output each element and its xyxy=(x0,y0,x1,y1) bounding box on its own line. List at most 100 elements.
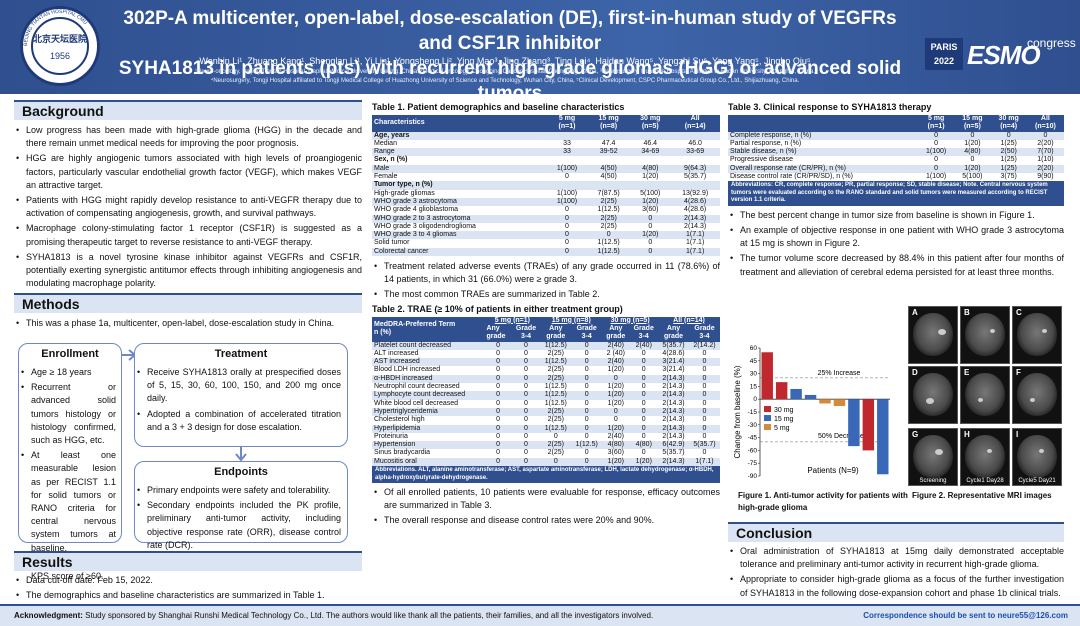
table1-cell: 2(14.3) xyxy=(684,222,707,230)
y-tick-label: 15 xyxy=(750,383,758,390)
table3-cell: 1(20) xyxy=(964,139,981,147)
table1-cell: 4(50) xyxy=(600,173,617,181)
table2-cell: 0 xyxy=(484,457,512,466)
results-list: Data cut-off date: Feb 15, 2022. The dem… xyxy=(14,574,362,603)
table3-caption: Table 3. Clinical response to SYHA1813 t… xyxy=(728,102,932,112)
table3-cell: 3(75) xyxy=(1000,173,1017,181)
bar xyxy=(819,399,831,404)
table2-cell: 0 xyxy=(602,407,630,417)
table3-cell: 2(20) xyxy=(1026,164,1064,174)
logo-ring-text: BEIJING TIANTAN HOSPITAL CMU xyxy=(23,9,88,46)
treatment-item: Adopted a combination of accelerated tit… xyxy=(135,408,341,434)
table2-cell: 1(20) xyxy=(607,366,624,374)
mri-panel-label: B xyxy=(964,308,970,317)
table1-header-cell: All (n=14) xyxy=(670,115,720,132)
table2-cell: 0 xyxy=(524,383,528,391)
mri-panel-label: I xyxy=(1016,430,1019,439)
treatment-item: Receive SYHA1813 orally at prespecified … xyxy=(135,366,341,406)
enrollment-item: Age ≥ 18 years xyxy=(19,366,116,379)
table2-row: ALT increased 0 0 2(25) 0 2 (40) 0 4(28.6) 0 xyxy=(372,350,720,358)
lesion-marker xyxy=(977,397,983,402)
table2-cell: 0 xyxy=(524,366,528,374)
table1-row: WHO grade 3 astrocytoma 1(100) 2(25) 1(20) 4… xyxy=(372,197,720,207)
congress-year: 2022 xyxy=(933,56,955,66)
esmo-brand: ESMO xyxy=(967,40,1041,70)
table1-cell: 0 xyxy=(630,214,671,223)
table2-cell: 2(14.3) xyxy=(658,424,689,433)
logo-name: 北京天坛医院 xyxy=(33,33,88,44)
table3-cell: Progressive disease xyxy=(730,156,794,164)
table3-header-cell xyxy=(728,115,918,132)
bar xyxy=(877,399,889,475)
table2-cell: 2(14.3) xyxy=(658,457,689,466)
annotation-decrease: 50% Decrease xyxy=(818,433,864,440)
table3-cell: Complete response, n (%) xyxy=(728,131,918,140)
table2-cell: 1(20) xyxy=(629,457,659,466)
table1-cell: Colorectal cancer xyxy=(372,247,547,257)
conclusion-item: Oral administration of SYHA1813 at 15mg … xyxy=(728,545,1064,571)
table2-cell: 0 xyxy=(629,407,659,417)
bar xyxy=(761,352,773,400)
table2-cell: 1(12.5) xyxy=(544,399,567,407)
table2-cell: 0 xyxy=(641,399,646,407)
table1-row: Age, years xyxy=(372,131,720,140)
table2-cell: 0 xyxy=(629,374,659,384)
table2-cell: 0 xyxy=(484,391,512,400)
enrollment-item: Recurrent or advanced solid tumors histo… xyxy=(19,381,116,447)
mri-scan xyxy=(912,372,954,417)
table1-row: Colorectal cancer 0 1(12.5) 0 1(7.1) xyxy=(372,247,720,257)
table2-cell: 1(12.5) xyxy=(540,341,572,350)
logo-ring: BEIJING TIANTAN HOSPITAL CMU xyxy=(23,9,88,46)
table1-row: Sex, n (%) xyxy=(372,156,720,164)
table2-cell: Platelet count decreased xyxy=(372,341,485,350)
mri-panel: F xyxy=(1012,366,1062,424)
table2-cell: 2(14.3) xyxy=(662,432,685,440)
table2-cell: 2(14.3) xyxy=(658,374,689,384)
table2-cell: 2(25) xyxy=(547,416,564,424)
affiliations: ¹Neuro-oncology, Beijing Tiantan Hospita… xyxy=(110,68,900,86)
table1-cell: 2(25) xyxy=(587,214,631,223)
table1-cell: Tumor type, n (%) xyxy=(372,181,547,190)
background-heading: Background xyxy=(14,100,362,120)
table2-cell: Blood LDH increased xyxy=(374,366,441,374)
logo-year: 1956 xyxy=(49,50,71,61)
mri-scan xyxy=(1016,312,1058,357)
table2-cell: 0 xyxy=(571,391,603,400)
correspondence-email[interactable]: Correspondence should be sent to neure55… xyxy=(863,611,1068,620)
endpoints-list: Primary endpoints were safety and tolera… xyxy=(135,484,347,552)
efficacy-summary-list: Of all enrolled patients, 10 patients we… xyxy=(372,486,720,528)
annotation-increase: 25% Increase xyxy=(818,370,861,377)
table3-cell: Overall response rate (CR/PR), n (%) xyxy=(728,164,918,174)
table2-cell: 0 xyxy=(584,432,589,440)
table2-cell: 0 xyxy=(540,457,572,466)
table1-cell: 2(25) xyxy=(600,222,617,230)
bar xyxy=(833,399,846,407)
table2-cell: 1(12.5) xyxy=(540,424,572,433)
table1-row: WHO grade 4 glioblastoma 0 1(12.5) 3(60) 4(2… xyxy=(372,206,720,214)
table1-cell: 34-69 xyxy=(630,148,671,157)
table2-cell: 0 xyxy=(484,441,512,450)
table2-cell: 0 xyxy=(702,449,707,457)
table2-cell: 2(25) xyxy=(540,441,572,450)
table2-cell: 0 xyxy=(641,416,646,424)
table2-cell: 0 xyxy=(484,374,512,384)
table2-cell: 0 xyxy=(484,358,512,367)
treatment-title: Treatment xyxy=(214,348,268,360)
table3-row: Stable disease, n (%) 1(100) 4(80) 2(50) 7(7… xyxy=(728,148,1064,157)
table2-cell: Sinus bradycardia xyxy=(374,449,431,457)
table2-header: MedDRA-Preferred Term n (%) 5 mg (n=1) 15 m… xyxy=(372,316,720,342)
table2-cell: 4(80) xyxy=(602,441,630,450)
table2-cell: 0 xyxy=(584,383,589,391)
table2-cell: 2(40) xyxy=(607,432,624,440)
mri-panel: B xyxy=(960,306,1010,364)
waterfall-chart: 60 45 30 15 0 -15 -30 -45 -60 -75 -90 25% Increase 5… xyxy=(733,345,890,480)
table2-cell: 3(60) xyxy=(607,449,624,457)
bar xyxy=(804,394,817,400)
table2-cell: Hyperlipidemia xyxy=(372,424,485,433)
legend-swatch xyxy=(764,415,771,422)
background-item: SYHA1813 is a novel tyrosine kinase inhi… xyxy=(14,251,362,291)
methods-intro: This was a phase 1a, multicenter, open-l… xyxy=(14,317,362,330)
table1-cell: 0 xyxy=(587,231,631,240)
table2-cell: 0 xyxy=(511,358,541,367)
table1-cell: 1(100) xyxy=(547,164,588,174)
